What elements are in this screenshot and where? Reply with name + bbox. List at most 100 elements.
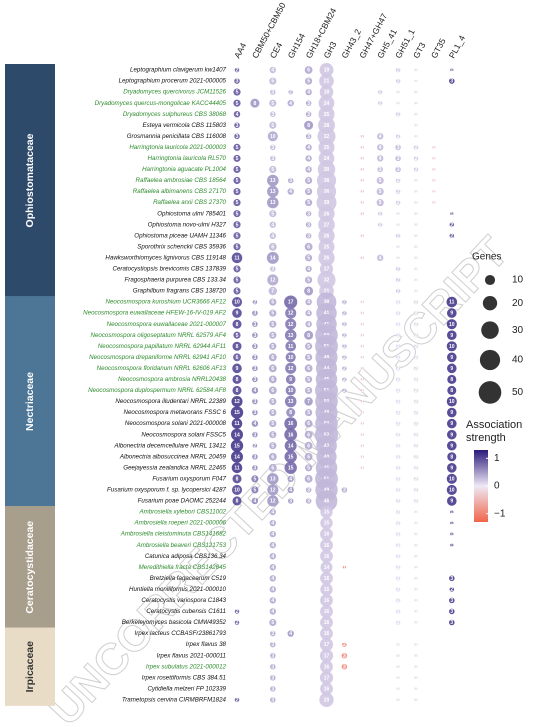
bubble-value: 16 [324,554,330,560]
bubble [342,299,347,305]
bubble-value: 3 [254,322,257,328]
bubble [360,466,364,470]
bubble [396,212,400,216]
bubble [450,68,454,72]
bubble [414,123,418,127]
bubble-value: 5 [271,620,274,626]
species-label: Dryadomyces quercus-mongolicae KACC44405 [95,100,227,107]
bubble [414,643,418,647]
bubble [270,663,276,670]
bubble-value: 10 [288,355,294,361]
bubble-value: 1 [415,697,418,703]
bubble-value: 2 [343,366,346,372]
bubble-value: 16 [324,631,330,637]
bubble [414,68,418,72]
bubble-value: 1 [415,289,418,295]
bubble-value: 3 [307,233,310,239]
bubble-value: 5 [236,189,239,195]
bubble [414,676,418,680]
bubble [449,222,455,227]
bubble-value: 2 [236,620,239,626]
bubble-value: 1 [361,178,364,184]
bubble [317,270,336,290]
bubble-value: 5 [236,267,239,273]
bubble-value: 3 [254,465,257,471]
bubble-value: 5 [236,90,239,96]
bubble-value: 12 [288,322,294,328]
bubble-value: 3 [450,609,453,615]
bubble [320,571,333,585]
bubble [233,353,241,362]
bubble-value: 5 [307,255,310,261]
bubble [231,450,243,463]
bubble-value: 4 [271,532,274,538]
bubble-value: 5 [236,333,239,339]
bubble-value: 1 [397,211,400,217]
size-legend-label: 20 [512,298,524,309]
bubble-value: 2 [289,90,292,96]
bubble [360,167,364,172]
bubble-value: 2 [343,300,346,306]
bubble [232,363,242,374]
bubble [396,643,400,647]
bubble-value: 2 [415,311,418,317]
bubble-value: 4 [379,255,382,261]
species-label: Meredithiella fracta CBS142645 [139,564,227,571]
bubble [285,318,297,330]
bubble [342,366,347,371]
column-label: CE4 [268,40,285,60]
bubble [233,165,241,174]
bubble [396,90,400,94]
bubble-value: 8 [450,454,453,460]
bubble-value: 1 [415,620,418,626]
bubble [231,462,243,474]
species-label: Trametopsis cervina CIRMBRFM1824 [122,696,227,703]
bubble-value: 2 [397,311,400,317]
species-label: Fusarium poae DAOMC 252244 [138,498,227,505]
bubble-value: 2 [397,388,400,394]
bubble [447,429,457,440]
species-label: Neocosmospora duplospermum NRRL 62584 AF… [88,387,226,394]
bubble-value: 15 [288,465,294,471]
bubble-value: 3 [397,167,400,173]
bubble [377,211,383,216]
species-label: Raffaelea arxii CBS 27370 [153,199,226,206]
bubble-value: 4 [271,222,274,228]
bubble [360,322,364,326]
bubble [267,131,278,142]
bubble [449,619,455,626]
bubble [395,576,401,581]
bubble [285,307,297,319]
bubble [342,565,346,569]
bubble [287,630,294,637]
bubble-value: 6 [271,465,274,471]
bubble [231,252,243,264]
column-label: GT35 [429,36,448,60]
species-label: Irpex rosettiformis CBS 384.51 [142,674,226,681]
bubble [318,139,335,156]
bubble [447,374,457,384]
bubble [305,176,313,185]
species-label: Bretziella fagacearum C519 [150,575,227,582]
bubble-value: 3 [450,620,453,626]
bubble [396,101,400,105]
bubble [395,233,401,239]
bubble-value: 2 [397,598,400,604]
bubble [270,155,276,162]
bubble [269,442,277,450]
bubble [395,288,401,294]
bubble-value: 5 [307,465,310,471]
bubble-value: 1 [361,145,364,151]
bubble [233,187,241,196]
bubble-value: 3 [343,664,346,670]
bubble-value: 5 [271,300,274,306]
bubble [269,221,276,228]
bubble-value: 5 [307,189,310,195]
color-legend-title: Association strength [466,419,523,444]
bubble-value: 9 [450,465,453,471]
bubble-value: 5 [307,178,310,184]
bubble [320,616,333,629]
bubble-value: 2 [415,410,418,416]
bubble-value: 4 [289,488,292,494]
